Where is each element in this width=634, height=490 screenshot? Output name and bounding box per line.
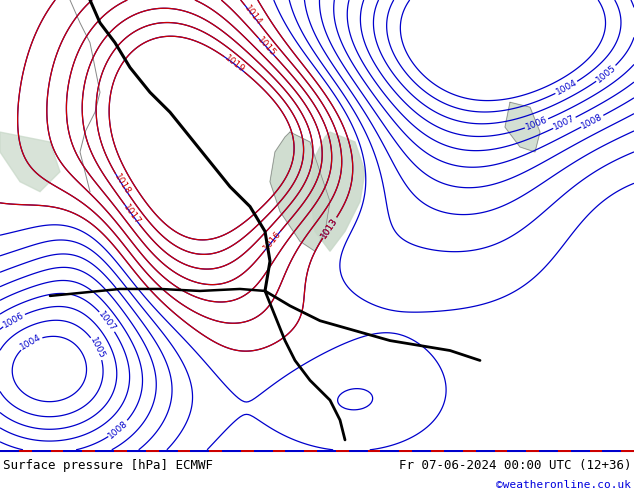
Text: 1013: 1013	[320, 216, 340, 240]
Text: 1015: 1015	[256, 35, 278, 59]
Polygon shape	[505, 102, 540, 152]
Text: 1017: 1017	[122, 203, 143, 226]
Text: 1005: 1005	[595, 63, 618, 84]
Text: 1013: 1013	[320, 216, 340, 240]
Text: ©weatheronline.co.uk: ©weatheronline.co.uk	[496, 480, 631, 490]
Text: Surface pressure [hPa] ECMWF: Surface pressure [hPa] ECMWF	[3, 460, 212, 472]
Text: 1018: 1018	[112, 172, 132, 196]
Text: 1008: 1008	[107, 418, 130, 440]
Text: 1008: 1008	[580, 112, 605, 130]
Text: 1016: 1016	[262, 229, 283, 253]
Text: Fr 07-06-2024 00:00 UTC (12+36): Fr 07-06-2024 00:00 UTC (12+36)	[399, 460, 631, 472]
Text: 1004: 1004	[19, 333, 43, 352]
Text: 1019: 1019	[223, 53, 247, 75]
Polygon shape	[270, 132, 330, 251]
Text: 1006: 1006	[1, 310, 26, 330]
Text: 1014: 1014	[242, 3, 263, 27]
Text: 1007: 1007	[97, 310, 118, 333]
Text: 1006: 1006	[524, 115, 549, 132]
Text: 1007: 1007	[552, 114, 577, 132]
Polygon shape	[310, 132, 365, 251]
Polygon shape	[0, 132, 60, 192]
Text: 1004: 1004	[554, 78, 579, 97]
Text: 1005: 1005	[88, 336, 107, 361]
